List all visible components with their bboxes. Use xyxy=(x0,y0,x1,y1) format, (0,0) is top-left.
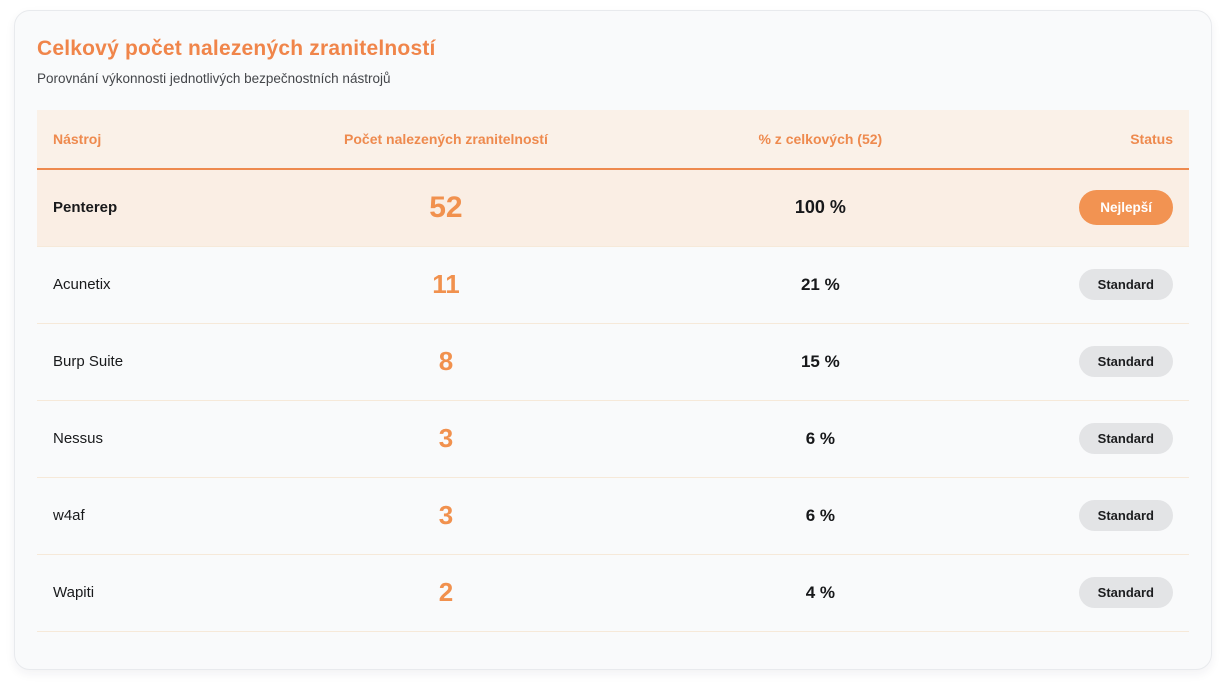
vulnerability-count: 3 xyxy=(267,400,625,478)
tool-name: Burp Suite xyxy=(37,323,268,401)
vulnerability-count: 52 xyxy=(267,169,625,247)
status-cell: Nejlepší xyxy=(1016,169,1189,247)
table-body: Penterep 52 100 % Nejlepší Acunetix 11 21 % Sta… xyxy=(37,169,1189,632)
status-cell: Standard xyxy=(1016,477,1189,555)
percent-of-total: 100 % xyxy=(624,169,1017,247)
percent-of-total: 21 % xyxy=(624,246,1017,324)
tools-comparison-table: Nástroj Počet nalezených zranitelností %… xyxy=(37,110,1189,632)
percent-of-total: 15 % xyxy=(624,323,1017,401)
table-row: Penterep 52 100 % Nejlepší xyxy=(37,169,1189,247)
tool-name: Acunetix xyxy=(37,246,268,324)
tool-name: w4af xyxy=(37,477,268,555)
table-row: Burp Suite 8 15 % Standard xyxy=(37,323,1189,401)
table-row: Wapiti 2 4 % Standard xyxy=(37,554,1189,632)
vulnerability-summary-card: Celkový počet nalezených zranitelností P… xyxy=(14,10,1212,670)
status-badge: Standard xyxy=(1078,346,1173,377)
vulnerability-count: 2 xyxy=(267,554,625,632)
vulnerability-count: 3 xyxy=(267,477,625,555)
tool-name: Wapiti xyxy=(37,554,268,632)
column-header-percent: % z celkových (52) xyxy=(624,110,1017,170)
column-header-tool: Nástroj xyxy=(37,110,268,170)
table-row: w4af 3 6 % Standard xyxy=(37,477,1189,555)
status-badge: Standard xyxy=(1078,500,1173,531)
table-row: Nessus 3 6 % Standard xyxy=(37,400,1189,478)
tool-name: Nessus xyxy=(37,400,268,478)
percent-of-total: 6 % xyxy=(624,400,1017,478)
status-badge: Standard xyxy=(1078,423,1173,454)
status-badge: Standard xyxy=(1078,577,1173,608)
card-subtitle: Porovnání výkonnosti jednotlivých bezpeč… xyxy=(37,71,391,86)
vulnerability-count: 8 xyxy=(267,323,625,401)
percent-of-total: 6 % xyxy=(624,477,1017,555)
vulnerability-count: 11 xyxy=(267,246,625,324)
status-cell: Standard xyxy=(1016,554,1189,632)
percent-of-total: 4 % xyxy=(624,554,1017,632)
status-cell: Standard xyxy=(1016,400,1189,478)
status-badge: Nejlepší xyxy=(1079,190,1173,226)
status-cell: Standard xyxy=(1016,246,1189,324)
column-header-status: Status xyxy=(1016,110,1189,170)
table-header: Nástroj Počet nalezených zranitelností %… xyxy=(37,110,1189,170)
card-title: Celkový počet nalezených zranitelností xyxy=(37,37,436,60)
table-row: Acunetix 11 21 % Standard xyxy=(37,246,1189,324)
status-badge: Standard xyxy=(1078,269,1173,300)
column-header-count: Počet nalezených zranitelností xyxy=(267,110,625,170)
status-cell: Standard xyxy=(1016,323,1189,401)
tool-name: Penterep xyxy=(37,169,268,247)
